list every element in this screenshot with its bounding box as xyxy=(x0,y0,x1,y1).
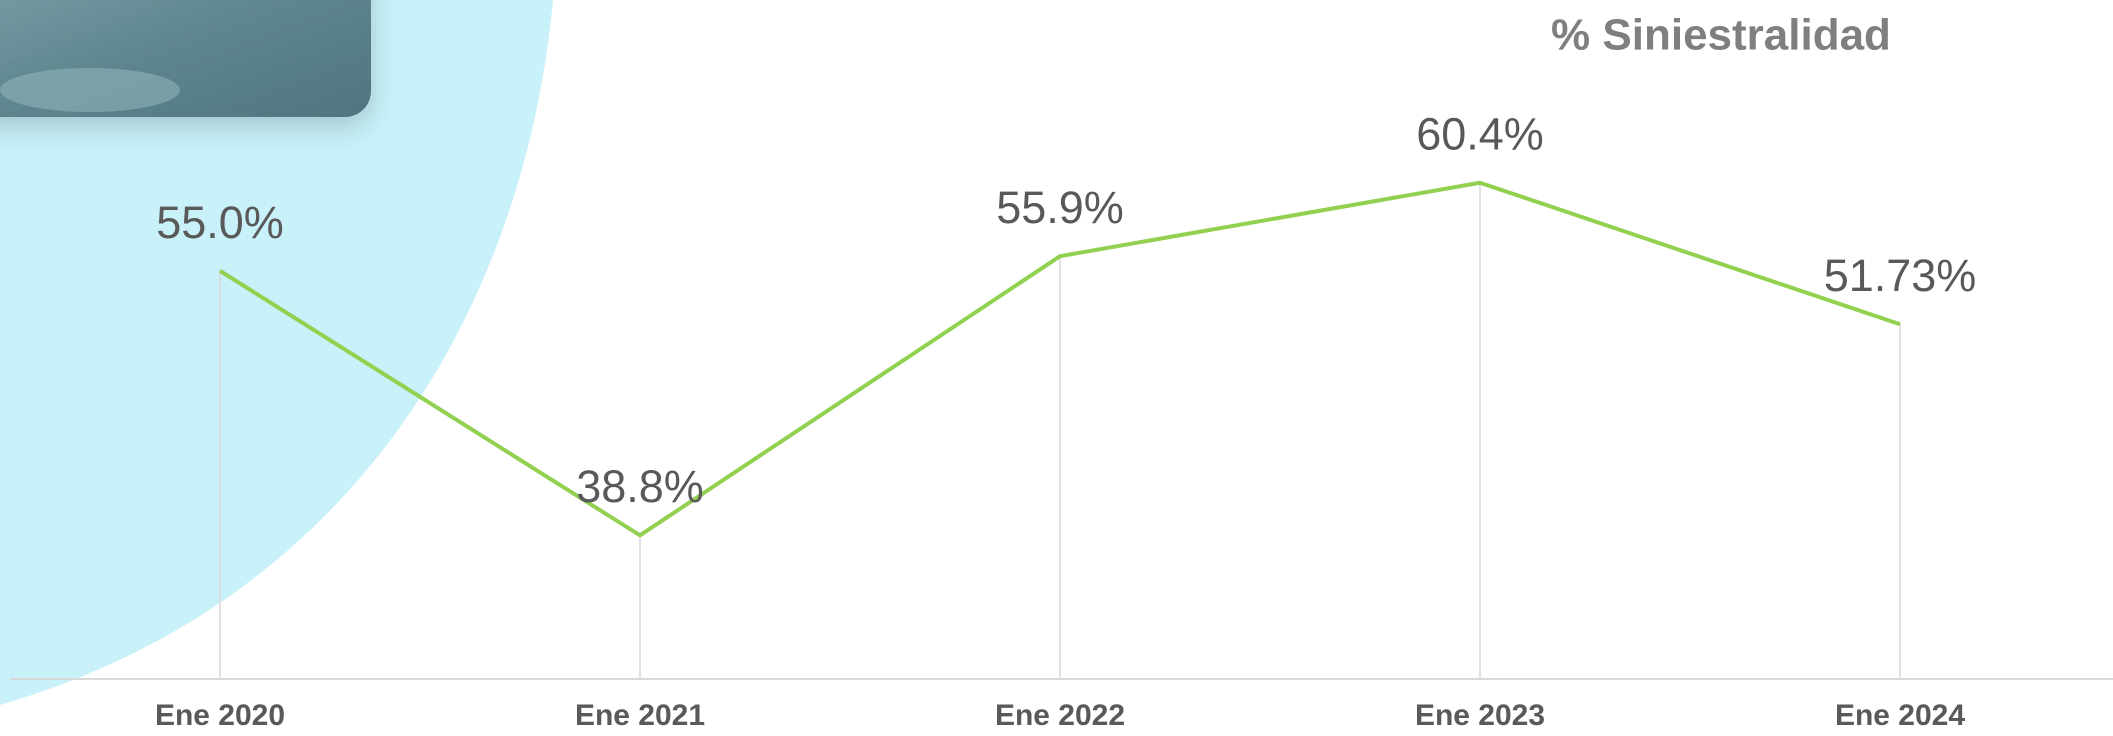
x-tick-label: Ene 2023 xyxy=(1415,699,1545,732)
background-shape xyxy=(0,0,553,705)
x-tick-label: Ene 2021 xyxy=(575,699,705,732)
x-tick-label: Ene 2022 xyxy=(995,699,1125,732)
value-label: 51.73% xyxy=(1824,250,1977,301)
value-label: 60.4% xyxy=(1416,109,1544,160)
photo-detail xyxy=(0,68,180,112)
x-tick-label: Ene 2020 xyxy=(155,699,285,732)
value-label: 55.0% xyxy=(156,197,284,248)
value-label: 38.8% xyxy=(576,461,704,512)
x-tick-label: Ene 2024 xyxy=(1835,699,1965,732)
value-label: 55.9% xyxy=(996,182,1124,233)
chart-title: % Siniestralidad xyxy=(1551,11,1891,60)
series-line xyxy=(218,180,1901,538)
